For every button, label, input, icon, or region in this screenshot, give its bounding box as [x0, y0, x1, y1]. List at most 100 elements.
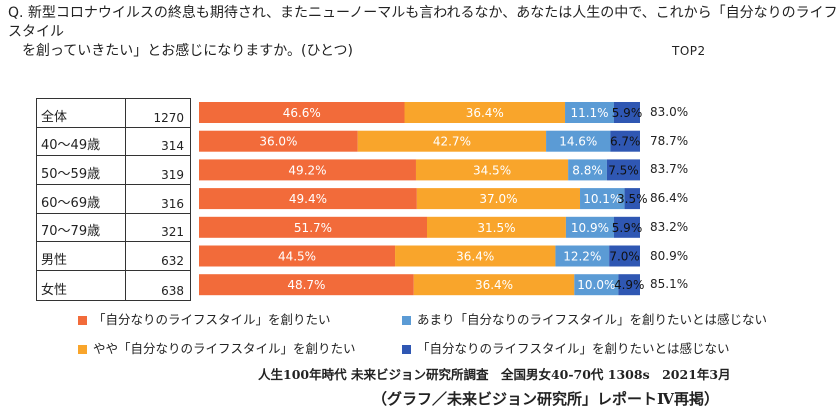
bar-segment [426, 216, 566, 238]
top2-value: 80.9% [650, 248, 689, 263]
legend-item-4: 「自分なりのライフスタイル」を創りたいとは感じない [402, 338, 730, 357]
top2-value: 83.2% [650, 219, 689, 234]
sample-size-label: 316 [161, 196, 184, 211]
legend-swatch-1 [78, 316, 87, 325]
legend-label-3: あまり「自分なりのライフスタイル」を創りたいとは感じない [417, 312, 768, 327]
bar-segment [613, 216, 640, 238]
row-label-table: 全体 1270 40～49歳 314 50～59歳 319 60～69歳 316 70～79歳 3… [36, 98, 191, 301]
data-label: 49.4% [289, 192, 327, 206]
row-label-cell: 女性 638 [37, 271, 190, 300]
data-label: 31.5% [477, 221, 515, 235]
row-label-cell: 70～79歳 321 [37, 214, 190, 243]
category-label: 全体 [41, 109, 68, 125]
data-label: 44.5% [278, 250, 316, 264]
top2-value: 83.0% [650, 105, 689, 119]
data-label: 34.5% [473, 163, 511, 177]
bar-segment [618, 274, 640, 296]
top2-header: TOP2 [672, 44, 706, 58]
bar-segment [199, 245, 396, 267]
data-label: 36.4% [466, 106, 504, 120]
bar-segment [199, 102, 405, 123]
category-label: 70～79歳 [41, 224, 101, 240]
question-text: Q. 新型コロナウイルスの終息も期待され、またニューノーマルも言われるなか、あな… [8, 4, 838, 61]
legend-label-4: 「自分なりのライフスタイル」を創りたいとは感じない [417, 341, 730, 356]
top2-value: 83.7% [650, 162, 689, 177]
bar-segment [609, 245, 640, 267]
data-label: 7.5% [608, 163, 639, 177]
bar-segment [606, 159, 640, 181]
top2-value: 85.1% [650, 277, 689, 292]
data-label: 10.9% [571, 221, 609, 235]
data-label: 8.8% [572, 163, 603, 177]
data-label: 49.2% [288, 163, 326, 177]
legend-swatch-2 [78, 345, 87, 354]
bar-segment [546, 130, 611, 152]
data-label: 7.0% [609, 250, 640, 264]
question-line-1: Q. 新型コロナウイルスの終息も期待され、またニューノーマルも言われるなか、あな… [8, 5, 838, 40]
data-label: 10.1% [583, 192, 621, 206]
sample-size-label: 321 [161, 225, 184, 240]
bar-segment [395, 245, 556, 267]
row-label-cell: 全体 1270 [37, 99, 190, 128]
bar-segment [199, 216, 427, 238]
category-label: 男性 [41, 253, 68, 269]
data-label: 36.0% [259, 135, 297, 149]
legend-swatch-4 [402, 345, 411, 354]
table-column-divider [125, 99, 126, 300]
legend-swatch-3 [402, 316, 411, 325]
bar-segment [565, 216, 614, 238]
row-label-cell: 40～49歳 314 [37, 128, 190, 157]
legend-item-2: やや「自分なりのライフスタイル」を創りたい [78, 338, 356, 357]
bar-segment [574, 274, 619, 296]
row-label-cell: 50～59歳 319 [37, 156, 190, 186]
bar-segment [357, 130, 547, 152]
bar-segment [199, 274, 414, 296]
data-label: 48.7% [287, 278, 325, 292]
bar-segment [199, 188, 417, 210]
bar-segment [415, 159, 569, 181]
bar-segment [580, 188, 625, 210]
category-label: 女性 [41, 282, 68, 298]
sample-size-label: 638 [161, 283, 184, 298]
top2-value: 86.4% [650, 191, 689, 206]
bar-segment [613, 102, 640, 123]
bar-segment [199, 159, 416, 181]
bar-segment [568, 159, 607, 181]
bar-segment [416, 188, 581, 210]
legend-label-1: 「自分なりのライフスタイル」を創りたい [93, 312, 331, 327]
data-label: 14.6% [559, 135, 597, 149]
category-label: 60～69歳 [41, 195, 101, 211]
legend-item-1: 「自分なりのライフスタイル」を創りたい [78, 309, 331, 328]
data-label: 37.0% [479, 192, 517, 206]
data-label: 11.1% [570, 106, 608, 120]
data-label: 46.6% [283, 106, 321, 120]
data-label: 36.4% [475, 278, 513, 292]
sample-size-label: 319 [161, 168, 184, 183]
bar-segment [199, 130, 358, 152]
row-label-cell: 男性 632 [37, 243, 190, 272]
legend-label-2: やや「自分なりのライフスタイル」を創りたい [93, 341, 356, 356]
category-label: 50～59歳 [41, 167, 101, 183]
data-label: 36.4% [456, 250, 494, 264]
bar-segment [555, 245, 610, 267]
sample-size-label: 314 [161, 139, 184, 154]
legend-item-3: あまり「自分なりのライフスタイル」を創りたいとは感じない [402, 309, 767, 328]
source-note: 人生100年時代 未来ビジョン研究所調査 全国男女40-70代 1308s 20… [258, 367, 731, 382]
bar-segment [565, 102, 614, 123]
data-label: 42.7% [433, 135, 471, 149]
data-label: 6.7% [610, 135, 641, 149]
bar-segment [404, 102, 566, 123]
data-label: 3.5% [617, 192, 648, 206]
bar-segment [624, 188, 640, 210]
sample-size-label: 1270 [153, 110, 184, 125]
sample-size-label: 632 [161, 254, 184, 269]
data-label: 10.0% [577, 278, 615, 292]
top2-value: 78.7% [650, 133, 689, 148]
data-label: 4.9% [614, 278, 645, 292]
bar-segment [610, 130, 640, 152]
data-label: 5.9% [612, 221, 643, 235]
data-label: 51.7% [294, 221, 332, 235]
credit-line: （グラフ／未来ビジョン研究所」レポートⅣ再掲） [372, 390, 720, 408]
data-label: 5.9% [612, 106, 643, 120]
